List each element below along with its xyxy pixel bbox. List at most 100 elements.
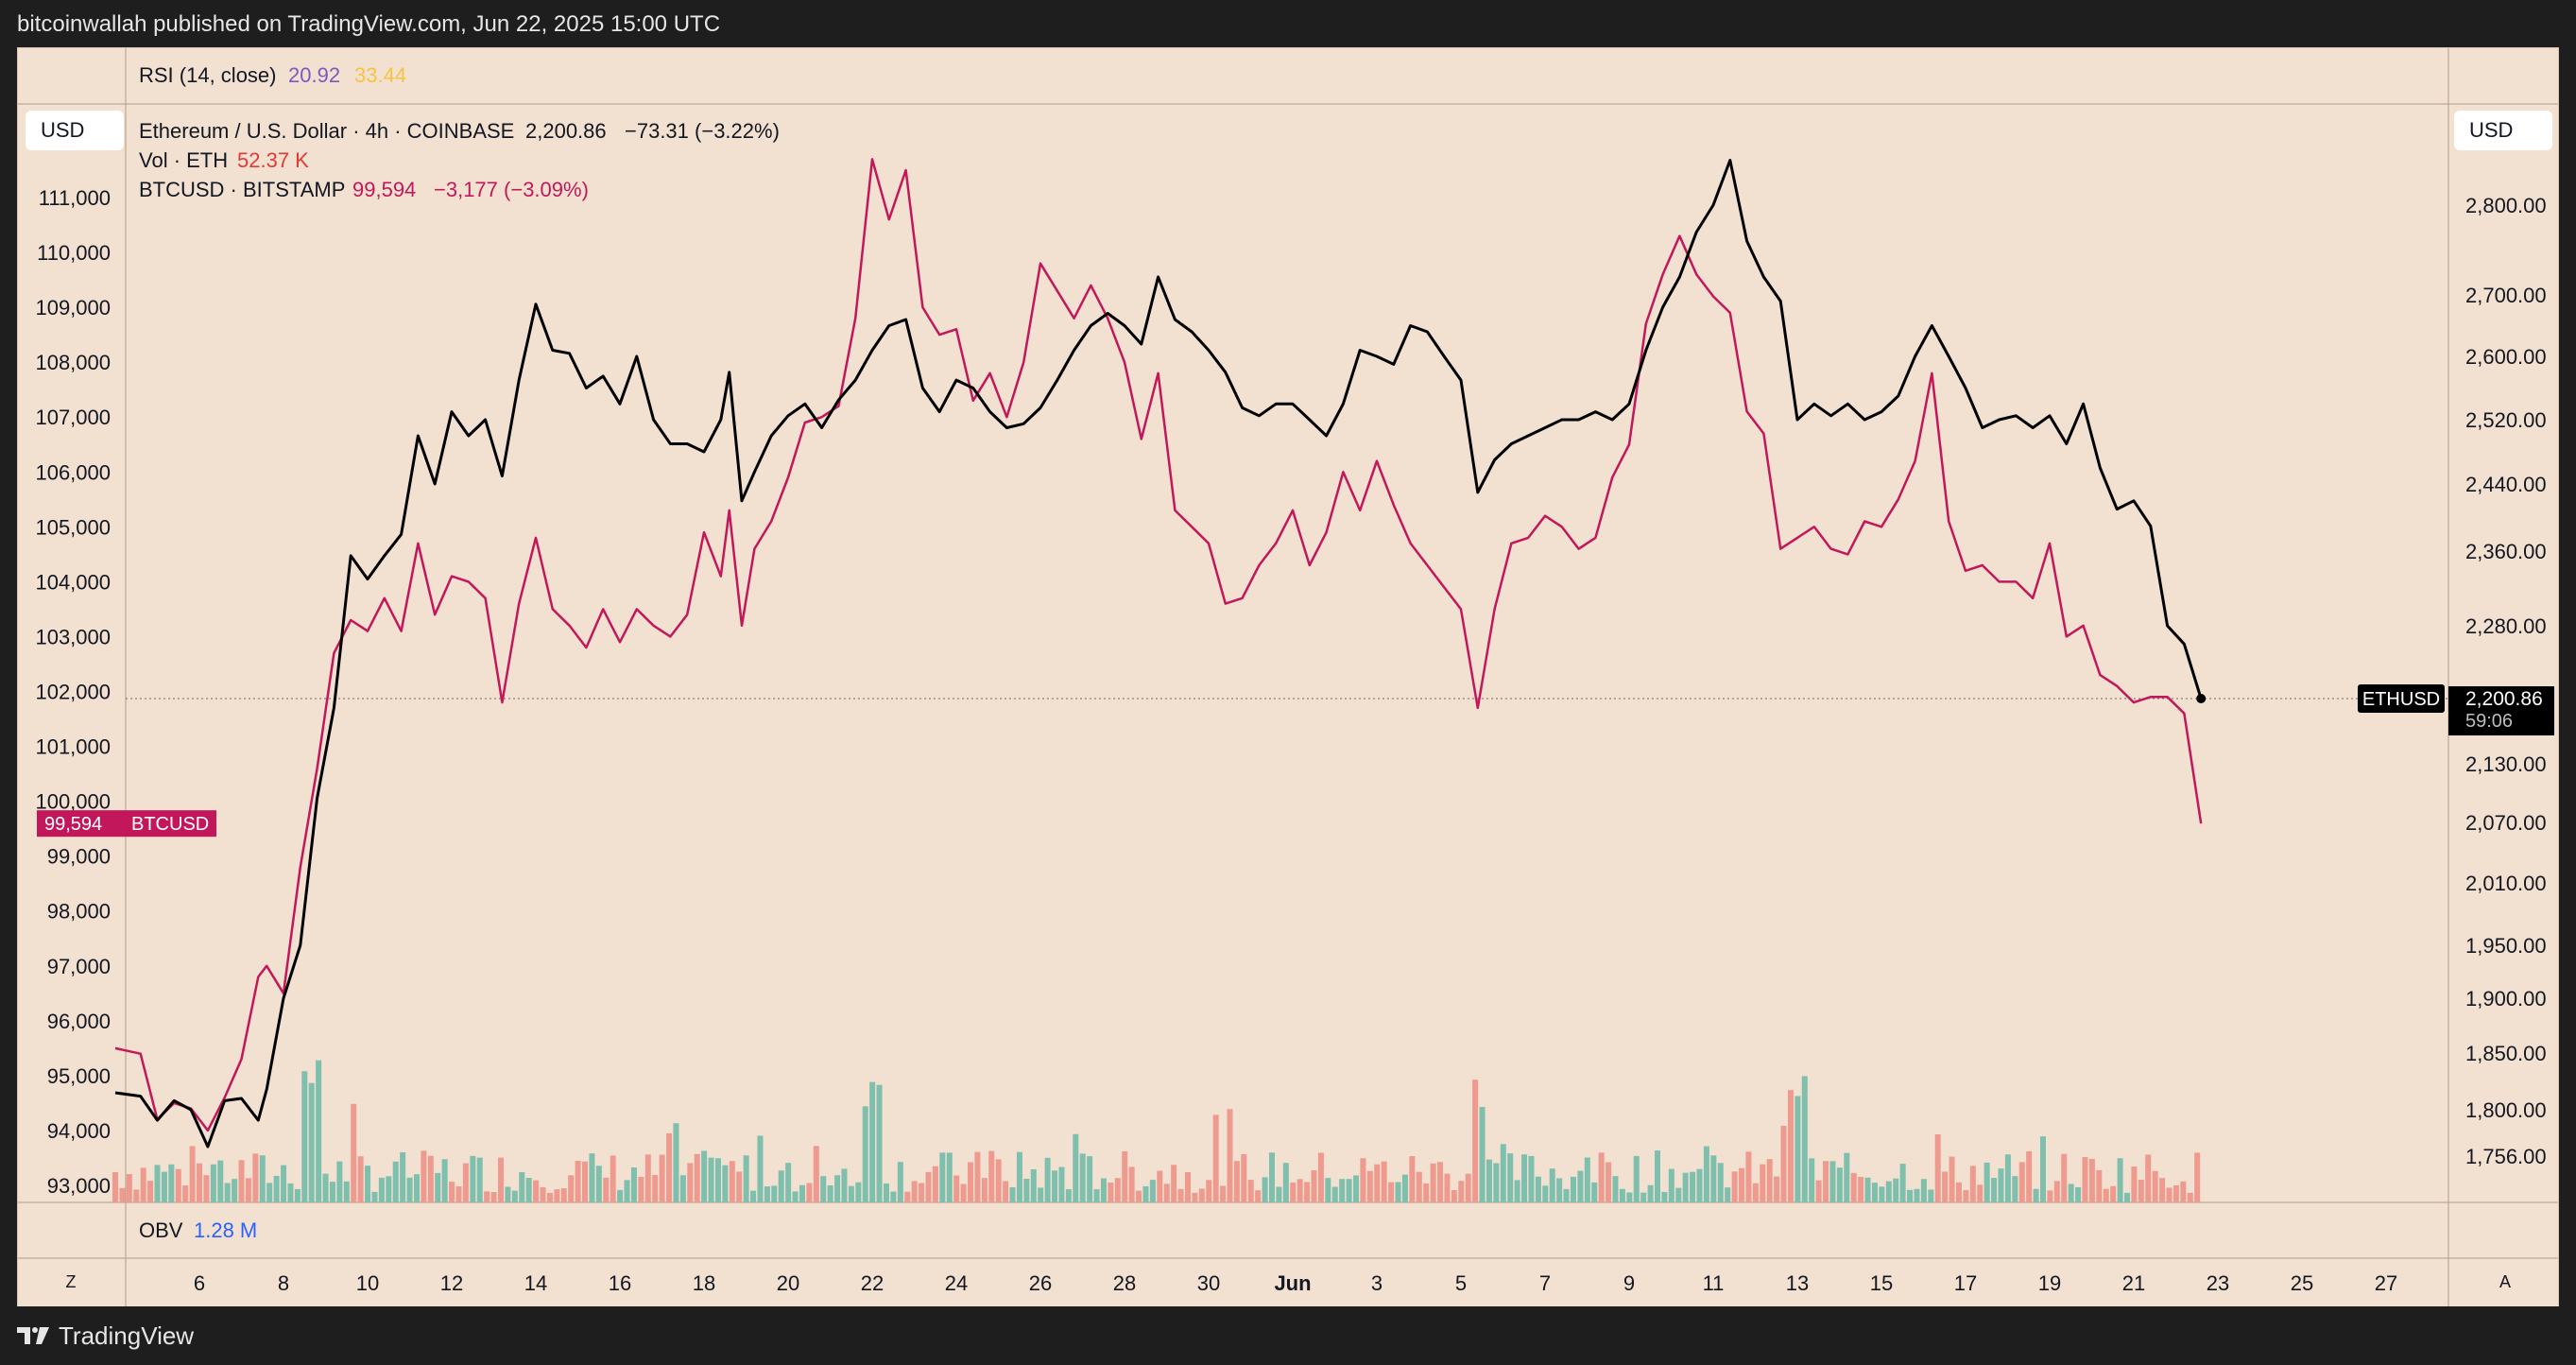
volume-bar [729,1161,735,1202]
volume-bar [1325,1178,1331,1202]
volume-bar [119,1187,126,1202]
left-axis-tick: 103,000 [35,625,111,648]
volume-bar [224,1183,231,1202]
volume-bar [1198,1188,1205,1202]
right-axis-tick: 2,600.00 [2465,345,2547,369]
volume-bar [1542,1185,1549,1202]
left-price-axis: 93,000 94,000 95,000 96,000 97,000 98,000 99,0… [35,186,111,1198]
volume-bar [694,1153,700,1202]
volume-bar [644,1154,651,1202]
volume-bar [1339,1179,1346,1202]
left-currency-button[interactable]: USD [26,111,124,150]
volume-bar [1465,1173,1471,1202]
right-currency-button[interactable]: USD [2454,111,2552,150]
left-axis-tick: 98,000 [47,900,111,924]
volume-bar [1100,1178,1107,1202]
volume-bar [560,1188,567,1202]
volume-bar [1437,1162,1444,1202]
right-axis-tick: 1,756.00 [2465,1145,2547,1168]
time-axis-tick: 30 [1197,1271,1220,1295]
volume-bar [1752,1183,1759,1202]
volume-bar [2138,1180,2144,1202]
volume-bar [1570,1176,1576,1202]
tradingview-logo[interactable]: TradingView [17,1322,194,1351]
volume-bar [365,1166,371,1202]
eth-price-tag: ETHUSD 2,200.86 59:06 [2358,684,2554,735]
volume-bar [1920,1179,1927,1202]
volume-bar [1640,1192,1647,1202]
time-axis-tick: 27 [2375,1271,2397,1295]
volume-bar [659,1154,665,1202]
volume-bar [1885,1181,1892,1202]
volume-bar [589,1153,595,1202]
chart-canvas[interactable]: RSI (14, close) 20.92 33.44 Ethereum / U… [18,48,2558,1307]
publisher-header: bitcoinwallah published on TradingView.c… [0,0,2576,49]
volume-bar [281,1165,287,1202]
volume-bar [427,1155,434,1202]
volume-bar [2096,1169,2103,1202]
left-axis-tick: 94,000 [47,1119,111,1143]
volume-bar [1003,1181,1009,1202]
right-axis-tick: 2,360.00 [2465,540,2547,563]
right-axis-tick: 1,900.00 [2465,987,2547,1011]
volume-bar [2061,1153,2068,1202]
time-axis-tick: Jun [1274,1271,1311,1295]
left-axis-tick: 101,000 [35,735,111,759]
volume-bar [1114,1178,1121,1202]
volume-bar [203,1175,210,1202]
volume-bar [2047,1190,2053,1202]
time-axis-tick: 22 [861,1271,884,1295]
volume-bar [2075,1186,2082,1202]
volume-bar [1297,1179,1303,1202]
volume-bar [2159,1178,2166,1202]
volume-bar [154,1165,161,1202]
volume-bar [919,1183,925,1202]
auto-scale-button[interactable]: A [2499,1272,2511,1291]
volume-bar [1598,1152,1605,1202]
time-axis-tick: 9 [1623,1271,1635,1295]
volume-bar [1212,1114,1219,1202]
time-axis: 6 8 10 12 14 16 18 20 22 24 26 28 30 Jun 3 5 7 9 11 13 15 17 1… [194,1271,2397,1295]
volume-bar [470,1155,476,1202]
volume-bar [161,1171,167,1202]
volume-bar [2039,1136,2046,1202]
right-axis-tick: 2,700.00 [2465,284,2547,307]
volume-bar [133,1189,140,1202]
volume-bar [1044,1157,1051,1202]
volume-bar [568,1175,575,1202]
bar-countdown: 59:06 [2465,711,2513,732]
volume-bar [316,1060,322,1202]
volume-bar [862,1106,868,1202]
volume-bar [294,1188,301,1202]
volume-bar [301,1071,308,1202]
volume-bar [2131,1166,2138,1202]
zoom-button[interactable]: Z [65,1272,77,1291]
btc-price-tag-value: 99,594 [44,814,102,835]
left-axis-tick: 107,000 [35,406,111,429]
volume-bar [245,1178,251,1202]
volume-bar [1942,1171,1949,1202]
volume-bar [421,1150,427,1202]
volume-bar [743,1155,749,1202]
volume-bar [1136,1190,1142,1202]
volume-bar [343,1181,350,1202]
time-axis-tick: 24 [945,1271,968,1295]
volume-bar [1949,1156,1955,1202]
volume-bar [624,1180,630,1202]
volume-bar [630,1166,637,1202]
chart-frame[interactable]: RSI (14, close) 20.92 33.44 Ethereum / U… [17,47,2559,1308]
volume-bar [1928,1189,1934,1202]
volume-bar [1430,1163,1436,1202]
rsi-value-1: 20.92 [288,63,340,87]
volume-bar [722,1165,729,1202]
volume-bar [497,1157,504,1202]
left-axis-tick: 108,000 [35,351,111,374]
time-axis-tick: 17 [1954,1271,1977,1295]
volume-bar [378,1177,385,1202]
volume-bar [2012,1176,2018,1202]
volume-bar [1493,1163,1500,1202]
eth-price-tag-value: 2,200.86 [2465,688,2543,710]
time-axis-tick: 5 [1455,1271,1467,1295]
volume-bar [988,1150,995,1202]
volume-bar [911,1181,918,1202]
